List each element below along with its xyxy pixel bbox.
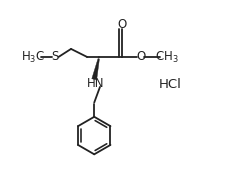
Text: O: O xyxy=(117,18,126,31)
Text: S: S xyxy=(51,50,58,64)
Text: H$_3$C: H$_3$C xyxy=(21,49,45,64)
Polygon shape xyxy=(91,59,99,80)
Text: HCl: HCl xyxy=(158,78,181,91)
Text: CH$_3$: CH$_3$ xyxy=(154,49,178,64)
Text: HN: HN xyxy=(86,77,104,90)
Text: O: O xyxy=(135,50,145,64)
